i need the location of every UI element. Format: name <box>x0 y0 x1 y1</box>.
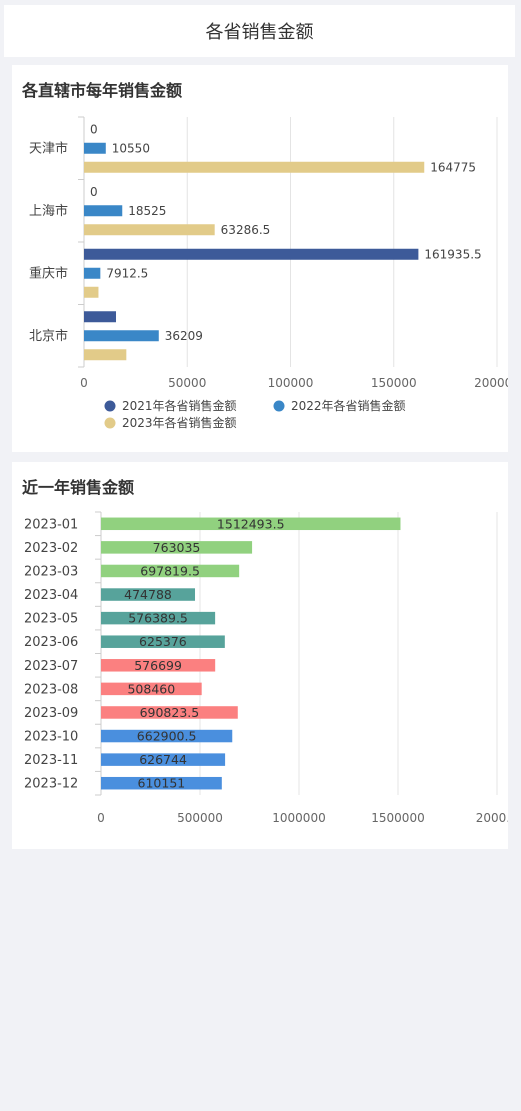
bar <box>84 224 215 236</box>
data-label: 690823.5 <box>140 705 200 720</box>
x-tick-label: 150000 <box>371 376 417 390</box>
data-label: 662900.5 <box>137 729 197 744</box>
category-label: 上海市 <box>29 203 68 219</box>
bar <box>101 541 253 554</box>
category-label: 重庆市 <box>29 265 68 281</box>
data-label: 164775 <box>430 160 476 174</box>
data-label: 0 <box>90 122 98 136</box>
month-label: 2023-04 <box>24 588 78 603</box>
bar <box>84 142 106 154</box>
month-label: 2023-10 <box>24 730 78 745</box>
x-tick-label: 500000 <box>177 811 223 825</box>
bar <box>101 517 401 531</box>
bar <box>101 729 233 743</box>
month-label: 2023-05 <box>24 612 78 627</box>
bar <box>101 776 222 790</box>
bar <box>84 311 117 323</box>
bar <box>101 659 216 672</box>
bar <box>84 330 159 342</box>
bar <box>101 635 225 648</box>
month-label: 2023-07 <box>24 659 78 674</box>
page-header: 各省销售金额 <box>4 5 515 57</box>
bar <box>84 161 425 173</box>
chart-card-monthly: 近一年销售金额 0 500000 1000000 1500000 2000… 2023-0… <box>12 462 508 849</box>
legend-label: 2021年各省销售金额 <box>122 398 237 413</box>
data-label: 626744 <box>139 752 187 767</box>
data-label: 63286.5 <box>221 223 271 237</box>
chart-municipalities: 0 50000 100000 150000 200000 天津市 0 10550 164775 上… <box>29 116 508 430</box>
month-label: 2023-02 <box>24 541 78 556</box>
x-tick-label: 1000000 <box>272 811 325 825</box>
data-label: 0 <box>90 185 98 199</box>
x-tick-label: 50000 <box>168 376 206 390</box>
bar <box>101 611 216 625</box>
data-label: 10550 <box>112 141 150 155</box>
month-label: 2023-11 <box>24 753 78 768</box>
month-label: 2023-09 <box>24 706 78 721</box>
x-tick-label: 100000 <box>268 376 314 390</box>
data-label: 610151 <box>138 776 186 791</box>
data-label: 474788 <box>124 587 172 602</box>
month-label: 2023-03 <box>24 564 78 579</box>
legend-marker <box>273 400 285 412</box>
x-tick-label: 1500000 <box>371 811 424 825</box>
x-tick-label: 0 <box>80 376 88 390</box>
x-tick-label: 2000… <box>476 811 508 825</box>
month-label: 2023-01 <box>24 517 78 532</box>
page-title: 各省销售金额 <box>205 22 314 43</box>
month-label: 2023-06 <box>24 635 78 650</box>
data-label: 576389.5 <box>128 611 188 626</box>
chart-monthly: 0 500000 1000000 1500000 2000… 2023-01 1512493… <box>24 511 508 825</box>
bar <box>101 706 238 719</box>
data-label: 697819.5 <box>140 563 200 578</box>
chart-title-municipalities: 各直辖市每年销售金额 <box>22 81 183 100</box>
data-label: 576699 <box>134 658 182 673</box>
data-label: 36209 <box>165 329 203 343</box>
month-label: 2023-08 <box>24 682 78 697</box>
bar <box>101 588 196 601</box>
bar <box>84 205 123 217</box>
data-label: 18525 <box>128 204 166 218</box>
bar <box>84 286 99 298</box>
category-label: 天津市 <box>29 140 68 156</box>
month-label: 2023-12 <box>24 777 78 792</box>
x-tick-label: 200000 <box>474 376 508 390</box>
legend-label: 2023年各省销售金额 <box>122 415 237 430</box>
chart-title-monthly: 近一年销售金额 <box>22 478 135 497</box>
data-label: 508460 <box>127 681 175 696</box>
legend-marker <box>104 400 116 412</box>
data-label: 763035 <box>153 540 201 555</box>
legend-marker <box>104 417 116 429</box>
legend-label: 2022年各省销售金额 <box>291 398 406 413</box>
bar <box>84 349 127 361</box>
bar <box>84 248 419 260</box>
data-label: 161935.5 <box>424 247 481 261</box>
data-label: 1512493.5 <box>217 516 285 531</box>
data-label: 7912.5 <box>106 266 148 280</box>
x-tick-label: 0 <box>97 811 105 825</box>
bar <box>101 753 226 766</box>
bar <box>101 564 240 578</box>
bar <box>84 267 101 279</box>
data-label: 625376 <box>139 634 187 649</box>
bar <box>101 682 202 696</box>
category-label: 北京市 <box>29 328 68 344</box>
chart-card-municipalities: 各直辖市每年销售金额 050000100000150000200000天津市01… <box>12 65 508 452</box>
